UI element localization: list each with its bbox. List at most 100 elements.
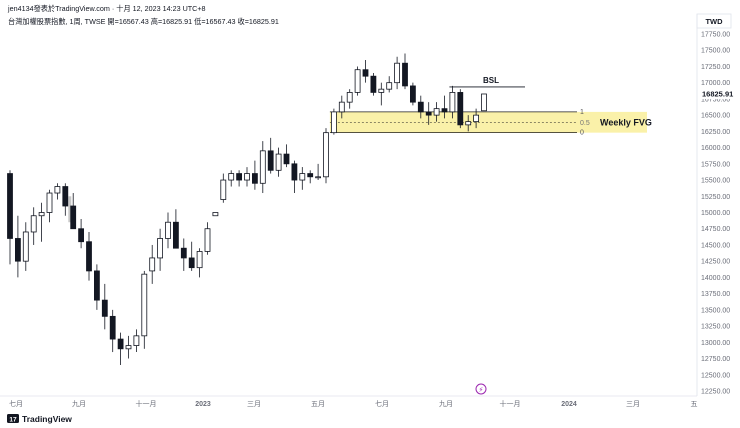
candle[interactable] [386, 76, 393, 93]
candle-body [402, 62, 408, 87]
candle[interactable] [228, 170, 235, 187]
candle[interactable] [172, 209, 179, 249]
fvg-fib-label-1: 1 [580, 109, 584, 116]
candle-body [323, 132, 329, 178]
candle[interactable] [133, 329, 140, 353]
candle[interactable] [441, 95, 448, 119]
candle[interactable] [220, 173, 227, 203]
candle[interactable] [338, 95, 345, 119]
candle[interactable] [62, 183, 72, 223]
x-tick-label: 九月 [72, 399, 86, 408]
candle[interactable] [425, 102, 432, 125]
weekly-fvg-zone[interactable] [329, 111, 647, 133]
candle[interactable] [212, 212, 219, 217]
candle-body [188, 257, 195, 269]
candle[interactable] [346, 89, 353, 109]
last-price-label: 16825.91 [702, 89, 733, 98]
candle[interactable] [236, 170, 243, 187]
x-tick-label: 2024 [561, 401, 577, 408]
candle[interactable] [473, 108, 480, 129]
candle[interactable] [259, 141, 266, 194]
candle[interactable] [22, 222, 29, 271]
candle[interactable] [204, 222, 211, 255]
candle[interactable] [109, 309, 116, 353]
candle-body [267, 150, 274, 171]
candle-body [125, 345, 132, 350]
fvg-fib-label-half: 0.5 [580, 120, 590, 127]
candle[interactable] [323, 128, 329, 184]
candle-body [315, 176, 322, 179]
candle[interactable] [46, 189, 53, 223]
candle[interactable] [330, 108, 337, 135]
candle-body [259, 150, 266, 184]
candle-body [346, 92, 353, 103]
candle[interactable] [378, 82, 385, 106]
x-tick-label: 十一月 [500, 399, 521, 408]
candle[interactable] [394, 56, 401, 90]
y-tick-label: 14250.00 [701, 259, 730, 266]
candle[interactable] [299, 167, 306, 190]
candle[interactable] [267, 137, 274, 174]
candle-body [473, 114, 480, 123]
candle[interactable] [307, 170, 314, 184]
candle-body [149, 257, 156, 272]
candle[interactable] [283, 144, 290, 168]
candle[interactable] [30, 207, 37, 245]
candle[interactable] [165, 212, 171, 249]
candle[interactable] [370, 72, 377, 96]
candle[interactable] [188, 241, 195, 271]
candle[interactable] [180, 238, 187, 271]
svg-text:17: 17 [9, 417, 17, 424]
last-price-marker [698, 87, 736, 99]
candle[interactable] [449, 85, 456, 119]
candle-body [70, 205, 77, 230]
candle[interactable] [94, 264, 100, 310]
candle[interactable] [86, 231, 92, 281]
candle[interactable] [433, 102, 440, 122]
candle[interactable] [354, 66, 361, 96]
candle-body [133, 335, 140, 346]
candle[interactable] [402, 53, 408, 90]
candle[interactable] [54, 183, 61, 200]
candle[interactable] [14, 215, 21, 278]
candle[interactable] [457, 89, 464, 129]
y-tick-label: 17750.00 [701, 32, 730, 39]
x-tick-label: 2023 [195, 401, 211, 408]
candle-body [244, 173, 250, 181]
x-tick-label: 五月 [311, 400, 325, 408]
x-tick-label: 十一月 [136, 399, 157, 408]
candle[interactable] [251, 160, 258, 190]
candle[interactable] [275, 147, 282, 177]
candle-body [86, 241, 92, 272]
candle-body [78, 228, 84, 243]
candle[interactable] [117, 332, 124, 366]
candle[interactable] [7, 170, 13, 265]
candle[interactable] [362, 59, 369, 83]
candle[interactable] [417, 95, 424, 119]
candle[interactable] [315, 163, 322, 181]
candle[interactable] [409, 82, 416, 106]
candle-body [7, 173, 13, 239]
candle[interactable] [141, 270, 148, 349]
candle[interactable] [157, 228, 164, 271]
y-tick-label: 16750.00 [701, 96, 730, 103]
candle[interactable] [481, 93, 487, 112]
candle-body [409, 85, 416, 103]
candle[interactable] [244, 167, 250, 187]
candle-body [338, 101, 345, 113]
y-tick-label: 15750.00 [701, 161, 730, 168]
event-marker-icon[interactable] [475, 383, 487, 395]
candle-body [165, 221, 171, 239]
candle[interactable] [196, 248, 203, 278]
candle[interactable] [78, 218, 84, 249]
candle[interactable] [465, 115, 472, 132]
candle[interactable] [291, 160, 298, 194]
candle[interactable] [70, 193, 77, 230]
candle-body [481, 93, 487, 112]
candle[interactable] [125, 335, 132, 359]
candle[interactable] [101, 283, 108, 330]
candle[interactable] [38, 202, 45, 242]
candle[interactable] [149, 244, 156, 284]
y-tick-label: 15000.00 [701, 210, 730, 217]
